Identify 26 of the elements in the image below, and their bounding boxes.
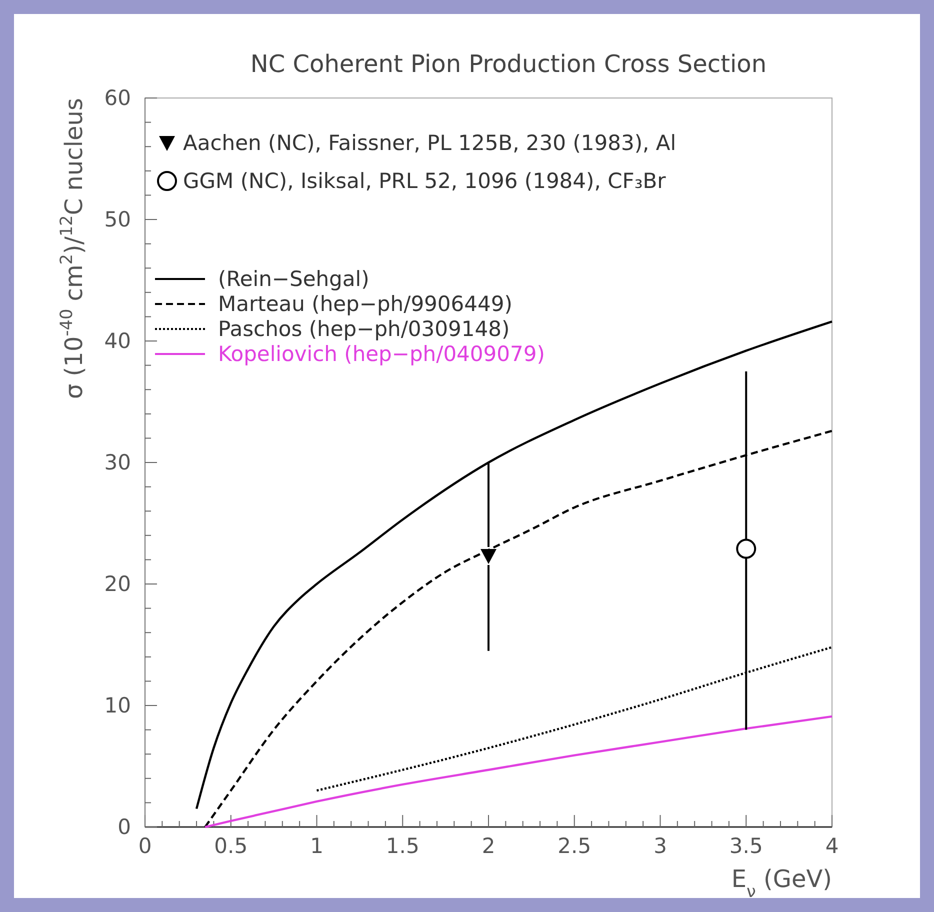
y-tick-label: 40	[104, 329, 131, 353]
x-tick-label: 1.5	[386, 834, 420, 858]
x-axis-title: E$_{ν}$ (GeV)	[731, 865, 832, 901]
x-tick-label: 3	[654, 834, 667, 858]
chart-title: NC Coherent Pion Production Cross Section	[250, 50, 767, 78]
x-tick-label: 2	[482, 834, 496, 858]
x-tick-label: 4	[825, 834, 839, 858]
x-tick-label: 0.5	[214, 834, 248, 858]
x-tick-label: 3.5	[729, 834, 763, 858]
x-tick-label: 2.5	[558, 834, 592, 858]
line-series	[204, 715, 834, 828]
legend-label: (Rein−Sehgal)	[218, 267, 370, 291]
line-series	[195, 320, 834, 810]
y-tick-label: 30	[104, 450, 131, 474]
legend-label: Marteau (hep−ph/9906449)	[218, 292, 512, 316]
y-tick-label: 20	[104, 572, 131, 596]
legend-label: Kopeliovich (hep−ph/0409079)	[218, 342, 545, 366]
x-tick-label: 1	[310, 834, 324, 858]
legend-label: Aachen (NC), Faissner, PL 125B, 230 (1983), Al	[183, 131, 676, 155]
legend-label: GGM (NC), Isiksal, PRL 52, 1096 (1984), CF₃Br	[183, 169, 666, 193]
y-tick-label: 60	[104, 86, 131, 110]
y-tick-label: 50	[104, 208, 131, 232]
y-tick-label: 10	[104, 694, 131, 718]
legend-label: Paschos (hep−ph/0309148)	[218, 317, 510, 341]
y-tick-label: 0	[118, 815, 131, 839]
x-tick-label: 0	[138, 834, 152, 858]
